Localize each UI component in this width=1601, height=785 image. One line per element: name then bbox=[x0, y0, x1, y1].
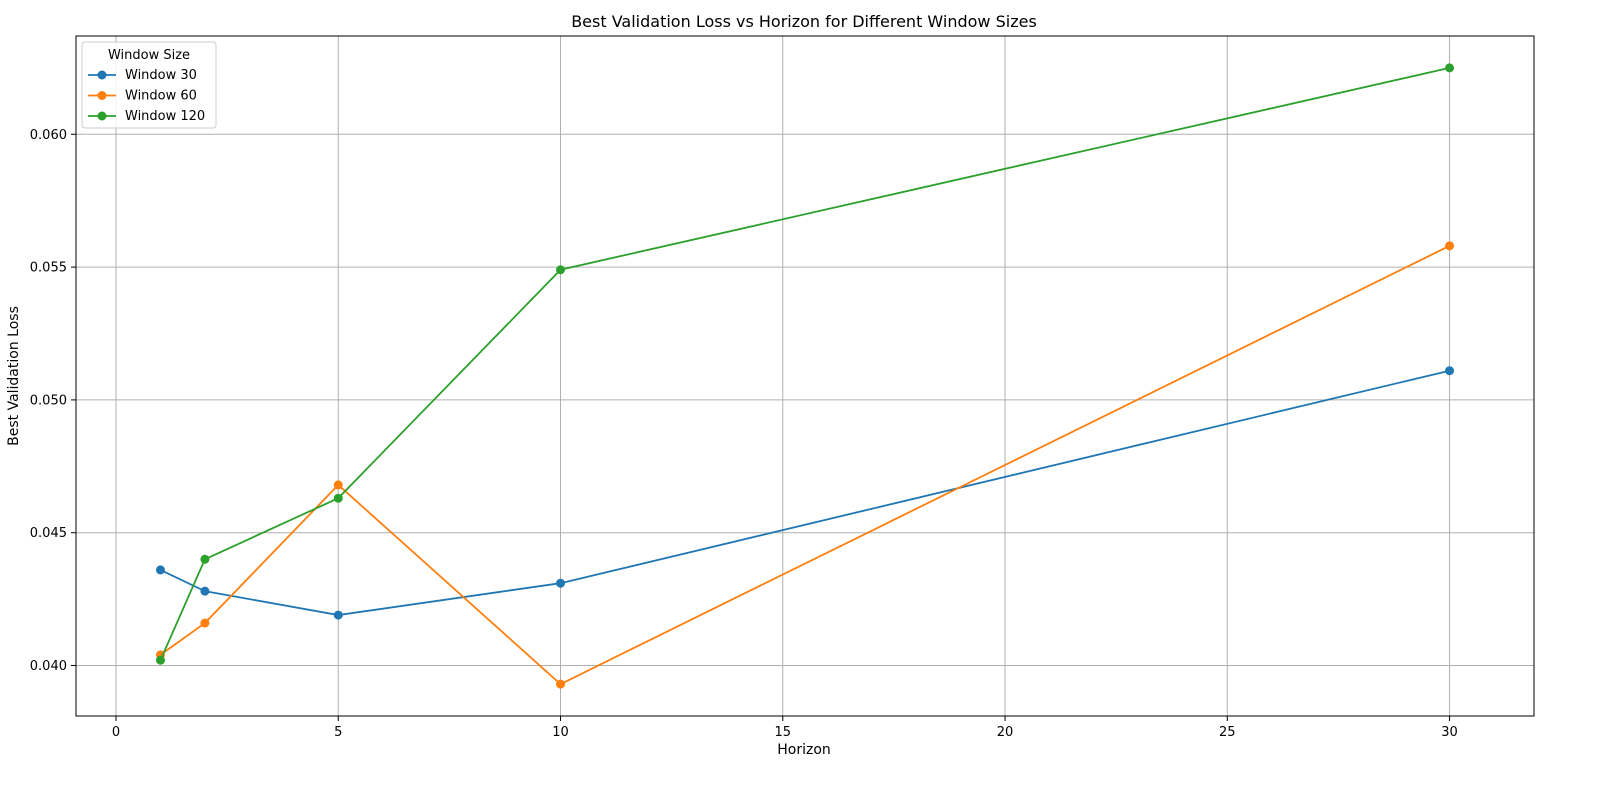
series-line-window-30 bbox=[160, 369, 1450, 616]
x-axis-label: Horizon bbox=[777, 742, 831, 758]
data-point-window-30 bbox=[155, 565, 165, 575]
legend-title: Window Size bbox=[108, 48, 190, 63]
legend-box bbox=[81, 41, 217, 129]
data-point-window-30 bbox=[556, 578, 566, 588]
x-tick-label: 20 bbox=[997, 725, 1014, 740]
data-point-window-30 bbox=[1445, 366, 1455, 376]
plot-frame bbox=[75, 35, 1535, 717]
x-tick-label: 15 bbox=[775, 725, 792, 740]
data-point-window-120 bbox=[155, 655, 165, 665]
data-point-window-120 bbox=[333, 493, 343, 503]
data-point-window-30 bbox=[333, 610, 343, 620]
legend-entry-label: Window 120 bbox=[125, 109, 205, 124]
legend: Window Size Window 30 Window 60 Window 120 bbox=[81, 41, 217, 129]
legend-entry-label: Window 30 bbox=[125, 68, 197, 83]
data-point-window-120 bbox=[556, 265, 566, 275]
data-point-window-60 bbox=[1445, 241, 1455, 251]
data-point-window-60 bbox=[200, 618, 210, 628]
data-point-window-120 bbox=[200, 554, 210, 564]
series-line-window-60 bbox=[159, 245, 1450, 686]
chart-title: Best Validation Loss vs Horizon for Diff… bbox=[571, 12, 1037, 31]
data-point-window-120 bbox=[1445, 63, 1455, 73]
series-line-window-120 bbox=[159, 67, 1450, 661]
x-tick-label: 30 bbox=[1441, 725, 1458, 740]
data-point-window-60 bbox=[556, 679, 566, 689]
x-tick-label: 0 bbox=[112, 725, 120, 740]
data-point-window-30 bbox=[200, 586, 210, 596]
legend-swatch-marker bbox=[97, 111, 107, 121]
y-tick-label: 0.040 bbox=[30, 659, 67, 674]
y-tick-label: 0.060 bbox=[30, 128, 67, 143]
y-axis-label: Best Validation Loss bbox=[6, 306, 22, 446]
y-tick-label: 0.055 bbox=[30, 261, 67, 276]
data-point-window-60 bbox=[333, 480, 343, 490]
y-axis-ticks: 0.040 0.045 0.050 0.055 0.060 bbox=[30, 128, 76, 674]
legend-swatch-marker bbox=[97, 91, 107, 100]
legend-swatch-marker bbox=[97, 70, 107, 80]
y-tick-label: 0.050 bbox=[30, 393, 67, 408]
x-tick-label: 5 bbox=[334, 725, 342, 740]
legend-entry-label: Window 60 bbox=[125, 89, 197, 104]
x-tick-label: 25 bbox=[1219, 725, 1236, 740]
grid bbox=[76, 36, 1534, 716]
x-tick-label: 10 bbox=[552, 725, 569, 740]
x-axis-ticks: 0 5 10 15 20 25 30 bbox=[112, 716, 1458, 740]
series-lines bbox=[155, 63, 1455, 689]
y-tick-label: 0.045 bbox=[30, 526, 67, 541]
